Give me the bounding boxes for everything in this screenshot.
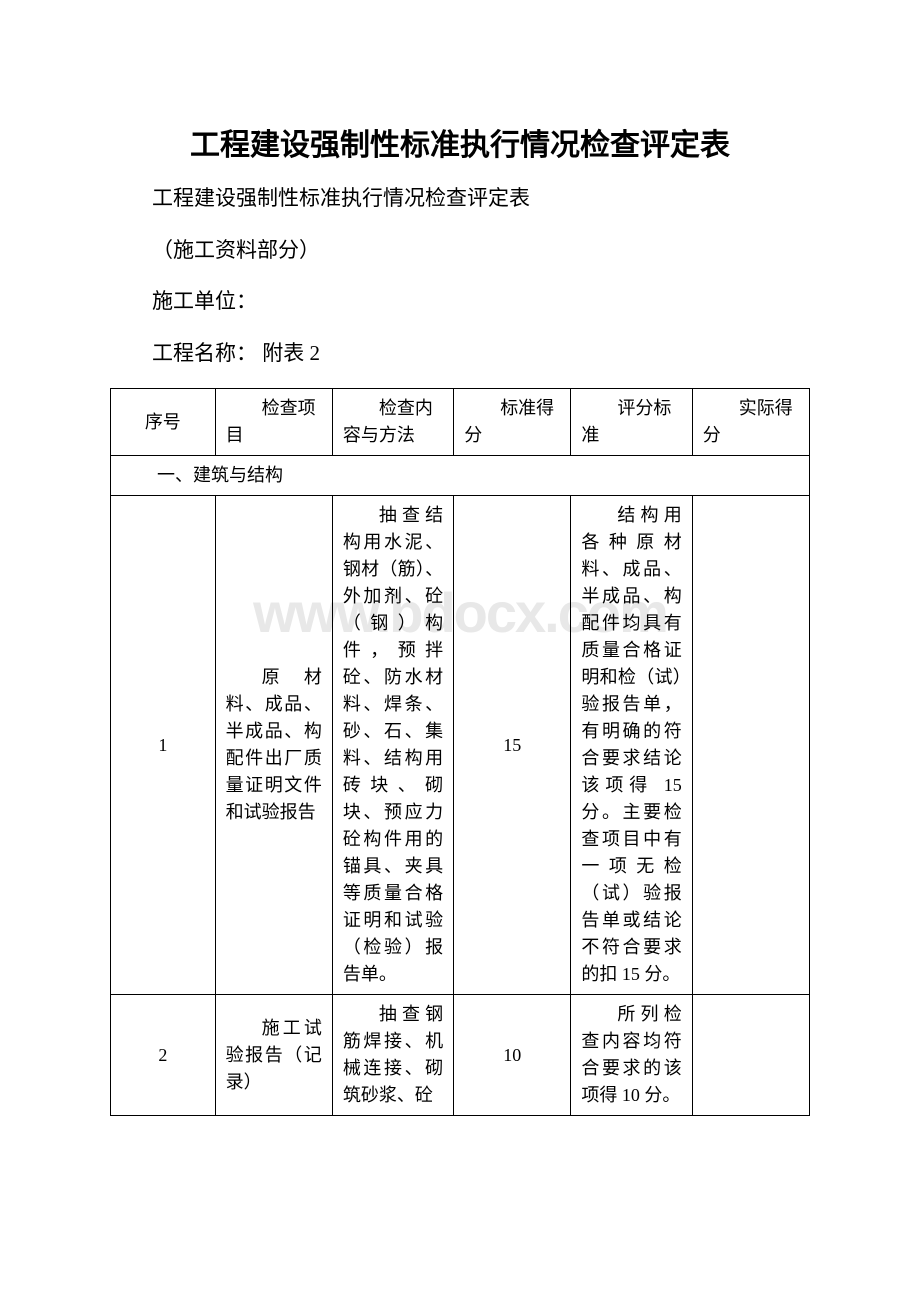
cell-seq: 1 bbox=[111, 496, 216, 995]
table-row: 2 施工试验报告（记录） 抽查钢筋焊接、机械连接、砌筑砂浆、砼 10 所列检查内… bbox=[111, 995, 810, 1116]
header-score: 标准得分 bbox=[454, 389, 571, 456]
table-row: 1 原材料、成品、半成品、构配件出厂质量证明文件和试验报告 抽查结构用水泥、钢材… bbox=[111, 496, 810, 995]
cell-seq: 2 bbox=[111, 995, 216, 1116]
subtitle-text: 工程建设强制性标准执行情况检查评定表 bbox=[110, 182, 810, 216]
cell-item: 原材料、成品、半成品、构配件出厂质量证明文件和试验报告 bbox=[215, 496, 332, 995]
cell-item: 施工试验报告（记录） bbox=[215, 995, 332, 1116]
cell-actual bbox=[692, 496, 809, 995]
section-cell: 一、建筑与结构 bbox=[111, 456, 810, 496]
header-actual: 实际得分 bbox=[692, 389, 809, 456]
header-method: 检查内容与方法 bbox=[332, 389, 453, 456]
cell-score: 10 bbox=[454, 995, 571, 1116]
table-header-row: 序号 检查项目 检查内容与方法 标准得分 评分标准 实际得分 bbox=[111, 389, 810, 456]
cell-criteria: 结构用各种原材料、成品、半成品、构配件均具有质量合格证明和检（试）验报告单，有明… bbox=[571, 496, 692, 995]
header-criteria: 评分标准 bbox=[571, 389, 692, 456]
cell-criteria: 所列检查内容均符合要求的该项得 10 分。 bbox=[571, 995, 692, 1116]
page-title: 工程建设强制性标准执行情况检查评定表 bbox=[110, 120, 810, 164]
cell-actual bbox=[692, 995, 809, 1116]
project-label: 工程名称： 附表 2 bbox=[110, 337, 810, 371]
header-item: 检查项目 bbox=[215, 389, 332, 456]
document-content: 工程建设强制性标准执行情况检查评定表 工程建设强制性标准执行情况检查评定表 （施… bbox=[110, 120, 810, 1116]
section-label: （施工资料部分） bbox=[110, 234, 810, 268]
unit-label: 施工单位： bbox=[110, 285, 810, 319]
cell-method: 抽查钢筋焊接、机械连接、砌筑砂浆、砼 bbox=[332, 995, 453, 1116]
header-seq: 序号 bbox=[111, 389, 216, 456]
section-row: 一、建筑与结构 bbox=[111, 456, 810, 496]
evaluation-table: 序号 检查项目 检查内容与方法 标准得分 评分标准 实际得分 一、建筑与结构 1… bbox=[110, 388, 810, 1116]
cell-score: 15 bbox=[454, 496, 571, 995]
cell-method: 抽查结构用水泥、钢材（筋）、外加剂、砼（钢）构件，预拌砼、防水材料、焊条、砂、石… bbox=[332, 496, 453, 995]
